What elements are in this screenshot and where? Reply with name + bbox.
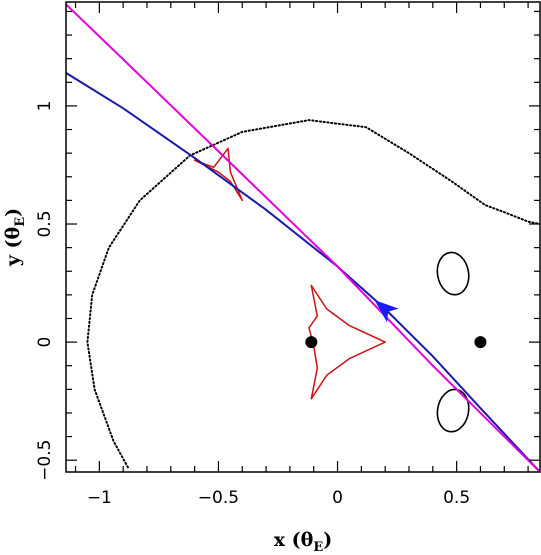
x-axis-title: x (θE): [274, 529, 333, 555]
y-tick-label: 0.5: [35, 210, 55, 237]
axis-ticks: −1 −0.5 0 0.5 −0.5 0 0.5 1: [35, 2, 540, 508]
critical-curve-outer: [86, 119, 540, 469]
y-tick-label: 1: [35, 101, 55, 112]
y-axis-title: y (θE): [2, 208, 28, 267]
lens-mass-2: [474, 336, 487, 349]
y-tick-label: 0: [35, 337, 55, 348]
x-tick-label: 0.5: [443, 488, 470, 508]
plot-area: [66, 3, 540, 472]
x-tick-label: 0: [332, 488, 343, 508]
caustic-central: [308, 284, 386, 400]
critical-curve-oval-1: [436, 251, 470, 296]
caustic-secondary: [193, 147, 244, 202]
x-tick-label: −1: [87, 488, 112, 508]
x-tick-label: −0.5: [198, 488, 239, 508]
y-tick-label: −0.5: [35, 440, 55, 481]
series-line-2: [66, 3, 540, 472]
lens-mass-1: [305, 336, 318, 349]
direction-arrow: [374, 300, 399, 323]
plot-frame: [65, 1, 541, 473]
